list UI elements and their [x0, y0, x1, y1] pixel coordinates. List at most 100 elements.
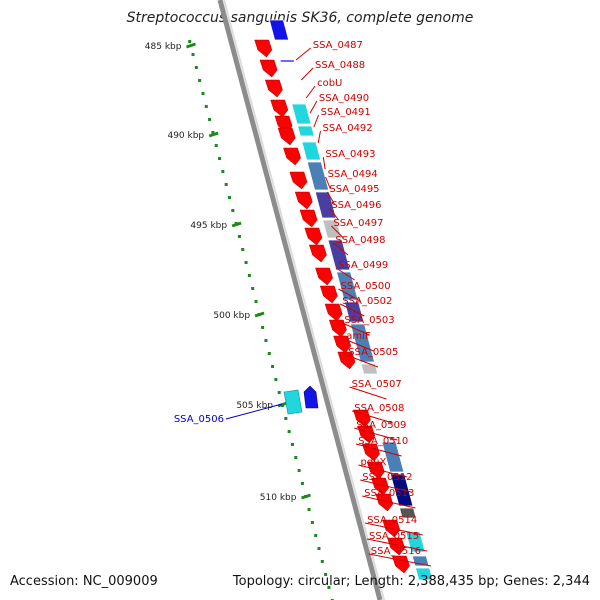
gene-label: SSA_0492 — [322, 123, 372, 134]
cog-box — [398, 507, 417, 519]
ruler-dot — [218, 157, 222, 160]
ruler-dot — [327, 586, 331, 589]
gene-arrow — [329, 319, 347, 338]
cog-box — [322, 219, 342, 239]
gene-arrow — [375, 493, 394, 512]
ruler-dot — [294, 456, 298, 459]
gene-label: SSA_0507 — [352, 379, 402, 390]
ruler-tick — [254, 311, 265, 318]
gene-label: SSA_0513 — [364, 488, 414, 499]
leader-line — [300, 67, 314, 81]
ruler-dots — [188, 40, 334, 600]
gene-label: SSA_0509 — [356, 420, 406, 431]
gene-label: SSA_0493 — [325, 149, 375, 160]
reverse-gene-label: SSA_0506 — [174, 414, 224, 425]
ruler-label: 510 kbp — [260, 493, 297, 503]
gene-label: amiF — [346, 331, 371, 342]
gene-arrow — [259, 59, 278, 78]
ruler-tick — [208, 131, 219, 138]
gene-label: SSA_0512 — [362, 472, 412, 483]
ruler-dot — [191, 53, 195, 56]
gene-label: SSA_0494 — [328, 169, 378, 180]
cog-box — [344, 301, 365, 323]
gene-arrow — [277, 127, 296, 146]
gene-arrow — [294, 191, 313, 210]
ruler-label: 500 kbp — [213, 311, 250, 321]
leader-line — [333, 242, 349, 256]
ruler-dot — [204, 105, 208, 108]
leader-line — [362, 495, 416, 509]
ruler-dot — [317, 547, 321, 550]
accession-text: Accession: NC_009009 — [10, 574, 158, 589]
gene-arrow — [264, 79, 283, 98]
gene-arrow — [391, 555, 410, 574]
leader-line — [322, 156, 326, 170]
ruler-dot — [208, 118, 212, 121]
genome-backbone — [217, 0, 385, 600]
ruler-dot — [194, 66, 198, 69]
ruler-dot — [188, 40, 192, 43]
ruler-dot — [231, 209, 235, 212]
ruler-dot — [314, 534, 318, 537]
leader-line — [355, 443, 402, 457]
gene-arrow — [324, 303, 343, 322]
gene-arrow — [387, 537, 405, 556]
cog-box — [297, 125, 315, 137]
reverse-gene-arrow — [303, 385, 319, 409]
reverse-feature: SSA_0506 — [174, 385, 319, 425]
gene-label: SSA_0508 — [354, 403, 404, 414]
gene-label: SSA_0496 — [331, 200, 381, 211]
gene-label: SSA_0514 — [367, 515, 417, 526]
cog-box — [405, 531, 426, 553]
gene-label: SSA_0502 — [342, 296, 392, 307]
gene-label: SSA_0490 — [319, 93, 369, 104]
leader-line — [331, 225, 344, 239]
gene-label: SSA_0510 — [358, 436, 408, 447]
ruler-ticks: 485 kbp 490 kbp 495 kbp 500 kbp 505 kbp 510 k… — [145, 42, 311, 503]
gene-arrows — [254, 39, 410, 574]
reverse-cog-box — [283, 389, 303, 415]
leader-line — [344, 338, 374, 352]
gene-label: SSA_0497 — [333, 218, 383, 229]
ruler-dot — [297, 469, 301, 472]
ruler-tick — [231, 221, 242, 228]
gene-label: SSA_0498 — [335, 235, 385, 246]
ruler-dot — [290, 443, 294, 446]
cog-box — [327, 239, 351, 271]
ruler-dot — [271, 365, 275, 368]
leader-line — [295, 47, 312, 61]
ruler-tick — [277, 401, 288, 408]
gene-label: SSA_0487 — [313, 40, 363, 51]
cog-box — [279, 59, 296, 63]
ruler-dot — [221, 170, 225, 173]
ruler-dot — [251, 287, 255, 290]
ruler-label: 505 kbp — [236, 401, 273, 411]
cog-box — [414, 567, 434, 581]
ruler-label: 495 kbp — [190, 221, 227, 231]
ruler-tick — [186, 42, 196, 49]
ruler-dot — [224, 183, 228, 186]
backbone-shadow — [223, 0, 385, 600]
gene-label: SSA_0503 — [344, 315, 394, 326]
gene-arrow — [353, 409, 371, 428]
cog-box — [291, 103, 312, 125]
gene-label: SSA_0495 — [329, 184, 379, 195]
gene-label: SSA_0491 — [321, 107, 371, 118]
ruler-dot — [287, 430, 291, 433]
leader-line — [366, 538, 428, 552]
ruler-dot — [214, 144, 218, 147]
gene-arrow — [289, 171, 308, 190]
gene-label: SSA_0488 — [315, 60, 365, 71]
leader-line — [317, 130, 321, 144]
gene-arrow — [283, 147, 301, 166]
leader-line — [354, 427, 398, 441]
gene-label: pduX — [360, 457, 386, 468]
cog-box — [306, 161, 330, 191]
leader-line — [338, 288, 361, 302]
ruler-dot — [241, 248, 245, 251]
ruler-dot — [307, 508, 311, 511]
reverse-leader-line — [225, 403, 283, 420]
cog-box — [301, 141, 322, 161]
ruler-dot — [198, 79, 202, 82]
